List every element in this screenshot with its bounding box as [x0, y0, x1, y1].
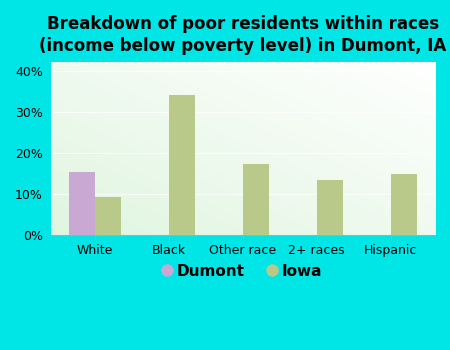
Bar [243, 164, 269, 236]
Legend: Dumont, Iowa: Dumont, Iowa [159, 259, 327, 283]
Bar [69, 172, 95, 236]
Bar [95, 197, 121, 236]
Bar [169, 95, 195, 236]
Bar [317, 180, 342, 236]
Title: Breakdown of poor residents within races
(income below poverty level) in Dumont,: Breakdown of poor residents within races… [39, 15, 446, 55]
Bar [391, 174, 417, 236]
